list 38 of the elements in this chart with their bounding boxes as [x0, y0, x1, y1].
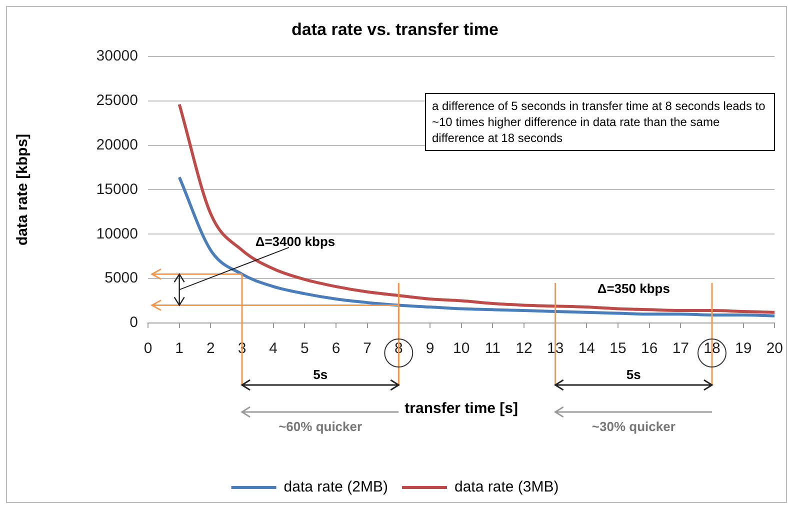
y-axis-title: data rate [kbps]: [14, 134, 32, 246]
x-tick-label: 7: [363, 340, 372, 358]
x-tick-label: 15: [610, 340, 626, 358]
x-tick-label: 4: [269, 340, 278, 358]
x-tick-label: 5: [300, 340, 309, 358]
annotation: Δ=350 kbps: [597, 280, 670, 296]
x-tick-label: 19: [734, 340, 752, 358]
annotation: a difference of 5 seconds in transfer time at 8 seconds leads to ~10 times higher difference in data rate than the same difference at 18 seconds: [425, 93, 775, 151]
x-tick-label: 20: [766, 340, 783, 358]
text: ~60% quicker: [278, 419, 362, 434]
text: 5s: [313, 367, 328, 382]
x-tick-label: 12: [516, 340, 532, 358]
x-tick-label: 6: [332, 340, 340, 358]
x-tick-label: 14: [578, 340, 596, 358]
x-tick-label: 2: [206, 340, 215, 358]
legend-label: data rate (3MB): [454, 478, 559, 496]
x-tick-label: 10: [452, 340, 470, 358]
y-tick-label: 10000: [96, 225, 138, 242]
x-tick-label: 0: [144, 340, 152, 358]
y-tick-label: 15000: [96, 180, 138, 198]
y-tick-label: 30000: [96, 48, 138, 65]
text: ~30% quicker: [592, 419, 676, 434]
legend-label: data rate (2MB): [284, 478, 388, 496]
chart-title: data rate vs. transfer time: [292, 20, 498, 39]
y-tick-label: 0: [130, 314, 138, 332]
x-tick-label: 17: [672, 340, 690, 358]
x-tick-label: 9: [426, 340, 434, 358]
text: 5s: [626, 367, 641, 382]
y-tick-label: 5000: [104, 270, 138, 287]
line-series: [178, 176, 775, 318]
line-series: [178, 102, 775, 314]
x-tick-label: 11: [484, 340, 500, 358]
y-tick-label: 20000: [96, 136, 138, 154]
x-tick-label: 1: [175, 340, 184, 358]
y-tick-label: 25000: [96, 92, 138, 109]
x-axis-title: transfer time [s]: [404, 400, 518, 418]
annotation: Δ=3400 kbps: [255, 234, 336, 250]
x-tick-label: 16: [640, 340, 658, 358]
